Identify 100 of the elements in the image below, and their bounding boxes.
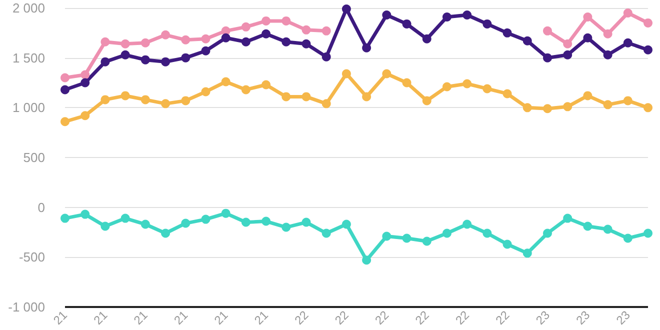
point (442, 228, 452, 238)
point (603, 50, 612, 60)
point (542, 53, 552, 62)
y-tick-label: 500 (23, 150, 45, 165)
point (60, 117, 70, 126)
y-tick-label: 0 (38, 200, 45, 215)
point (322, 99, 331, 108)
x-tick-label: 21 (90, 308, 110, 328)
point (623, 8, 632, 18)
point (522, 103, 532, 112)
point (221, 77, 230, 86)
x-tick-label: 23 (573, 308, 593, 328)
point (201, 46, 210, 56)
point (382, 69, 392, 78)
point (583, 91, 592, 100)
x-tick-label: 23 (614, 308, 634, 328)
point (241, 218, 250, 227)
point (563, 102, 572, 112)
point (462, 10, 472, 20)
point (161, 30, 170, 40)
point (201, 34, 210, 44)
point (161, 228, 170, 238)
point (120, 50, 130, 60)
x-tick-label: 22 (452, 308, 472, 328)
point (100, 222, 110, 231)
point (322, 228, 331, 238)
point (120, 91, 130, 100)
point (262, 216, 271, 226)
point (80, 111, 90, 120)
point (362, 43, 372, 52)
point (342, 4, 351, 14)
point (603, 29, 612, 38)
point (563, 214, 572, 223)
point (60, 85, 70, 94)
point (342, 69, 351, 78)
point (462, 79, 472, 88)
point (644, 103, 652, 112)
point (542, 104, 552, 114)
point (262, 80, 271, 90)
point (241, 22, 250, 32)
x-tick-label: 21 (50, 308, 70, 328)
x-tick-label: 22 (332, 308, 352, 328)
x-tick-label: 21 (171, 308, 191, 328)
point (181, 218, 190, 228)
point (462, 220, 472, 229)
x-tick-label: 22 (372, 308, 392, 328)
point (623, 96, 632, 106)
point (60, 214, 70, 223)
point (322, 26, 331, 36)
point (482, 84, 492, 94)
point (362, 92, 372, 102)
point (120, 39, 130, 48)
point (140, 220, 150, 229)
point (140, 95, 150, 104)
point (502, 240, 512, 249)
y-tick-label: 1 000 (12, 100, 45, 116)
point (282, 92, 291, 102)
x-tick-label: 22 (412, 308, 432, 328)
point (603, 224, 612, 234)
point (282, 16, 291, 26)
point (120, 214, 130, 223)
point (644, 228, 652, 238)
point (302, 218, 311, 227)
point (482, 228, 492, 238)
point (522, 36, 532, 46)
point (342, 220, 351, 229)
point (161, 57, 170, 66)
point (422, 34, 432, 44)
x-tick-label: 21 (252, 308, 272, 328)
point (362, 256, 372, 265)
point (542, 228, 552, 238)
point (563, 50, 572, 60)
point (161, 99, 170, 108)
point (262, 29, 271, 38)
point (583, 222, 592, 231)
point (282, 222, 291, 232)
point (542, 26, 552, 36)
x-tick-label: 23 (533, 308, 553, 328)
point (644, 45, 652, 54)
point (241, 37, 250, 46)
point (422, 236, 432, 246)
point (322, 52, 331, 62)
point (302, 92, 311, 102)
point (100, 95, 110, 104)
point (402, 78, 412, 88)
point (201, 87, 210, 96)
point (241, 85, 250, 94)
point (80, 78, 90, 88)
point (502, 28, 512, 38)
point (623, 38, 632, 48)
point (402, 19, 412, 28)
point (201, 214, 210, 224)
point (422, 96, 432, 106)
x-tick-label: 21 (211, 308, 232, 328)
point (603, 100, 612, 110)
point (302, 25, 311, 34)
point (181, 96, 190, 106)
point (80, 210, 90, 219)
point (100, 37, 110, 46)
point (583, 12, 592, 22)
